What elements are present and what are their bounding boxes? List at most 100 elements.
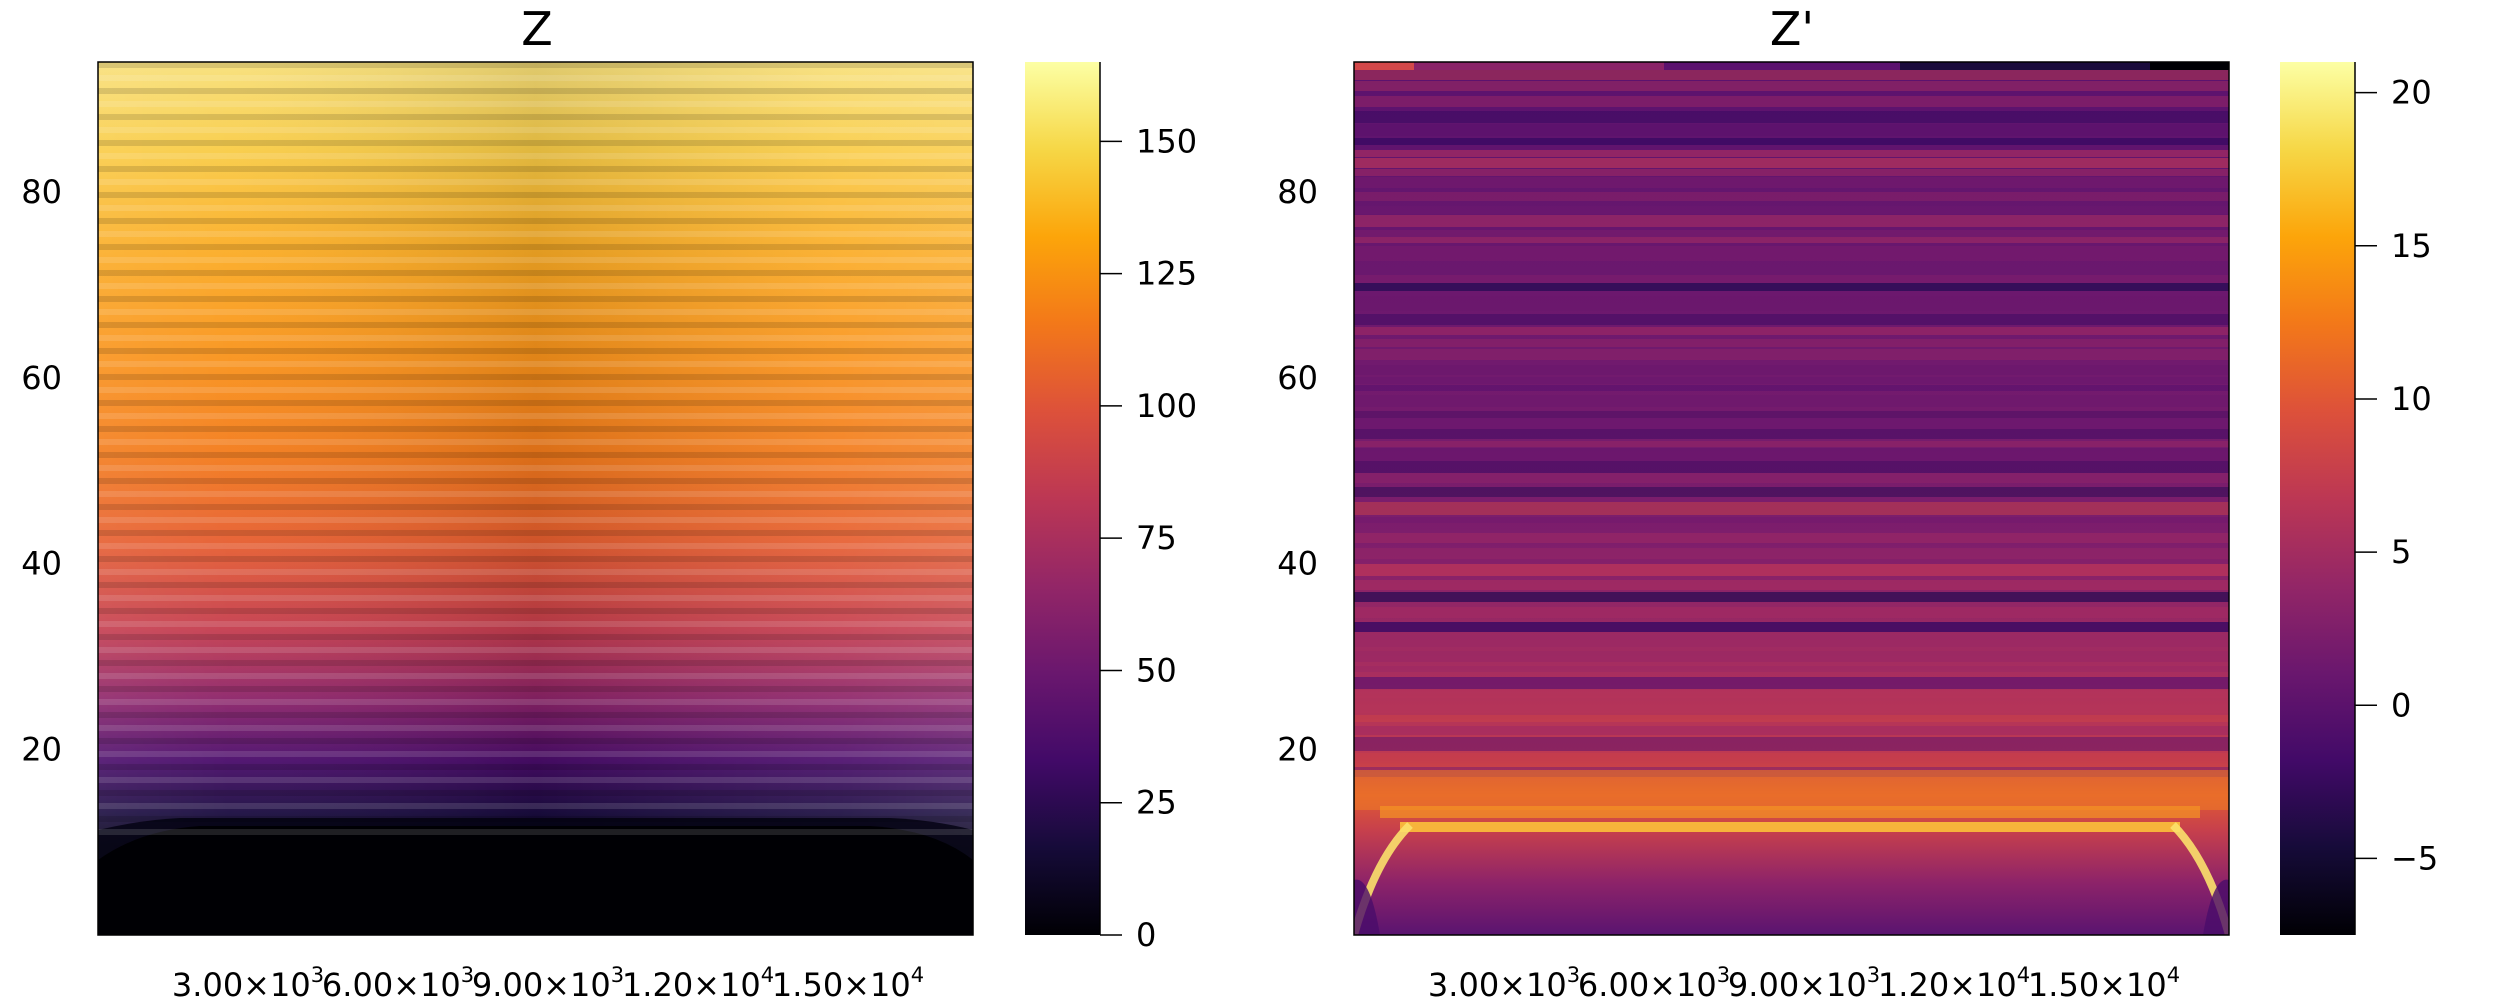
heatmap-row bbox=[1354, 715, 2229, 722]
heatmap-row bbox=[1354, 377, 2229, 384]
heatmap-row bbox=[1354, 677, 2229, 689]
chart-zprime-title: Z' bbox=[1770, 2, 1814, 56]
heatmap-row bbox=[98, 335, 973, 341]
chart-zprime-xtick-label: 9.00×103 bbox=[1728, 963, 1880, 1000]
heatmap-row bbox=[1354, 726, 2229, 735]
heatmap-row bbox=[1354, 385, 2229, 391]
heatmap-row bbox=[98, 140, 973, 146]
colorbar-tick-label: 10 bbox=[2391, 380, 2432, 418]
heatmap-row bbox=[1354, 441, 2229, 447]
chart-z-xtick-label: 6.00×103 bbox=[322, 963, 474, 1000]
heatmap-row bbox=[98, 413, 973, 419]
heatmap-row bbox=[98, 504, 973, 510]
chart-zprime-ytick-label: 80 bbox=[1277, 173, 1318, 211]
heatmap-row bbox=[98, 621, 973, 627]
colorbar-tick-label: 20 bbox=[2391, 74, 2432, 112]
heatmap-row bbox=[1354, 651, 2229, 662]
heatmap-row bbox=[1354, 283, 2229, 291]
heatmap-row bbox=[98, 244, 973, 250]
chart-z-xtick-label: 3.00×103 bbox=[172, 963, 324, 1000]
chart-zprime-colorbar-gradient bbox=[2280, 62, 2355, 935]
chart-z-colorbar-gradient bbox=[1025, 62, 1100, 935]
colorbar-tick-label: 5 bbox=[2391, 533, 2411, 571]
heatmap-row bbox=[1354, 215, 2229, 227]
colorbar-tick-label: 100 bbox=[1136, 387, 1197, 425]
heatmap-row bbox=[1354, 523, 2229, 530]
heatmap-row bbox=[98, 439, 973, 445]
heatmap-row bbox=[98, 257, 973, 263]
heatmap-row bbox=[1354, 327, 2229, 335]
heatmap-row bbox=[98, 231, 973, 237]
heatmap-row bbox=[1354, 169, 2229, 176]
heatmap-row bbox=[1354, 296, 2229, 311]
heatmap-row bbox=[1354, 96, 2229, 107]
heatmap-row bbox=[1354, 246, 2229, 261]
heatmap-row bbox=[98, 777, 973, 783]
heatmap-row bbox=[1354, 263, 2229, 273]
heatmap-row bbox=[98, 478, 973, 484]
heatmap-row bbox=[1354, 411, 2229, 418]
heatmap-row bbox=[1354, 339, 2229, 347]
heatmap-row bbox=[98, 218, 973, 224]
chart-z-ytick-label: 80 bbox=[21, 173, 62, 211]
heatmap-row bbox=[98, 556, 973, 562]
heatmap-row bbox=[98, 374, 973, 380]
heatmap-row bbox=[98, 790, 973, 796]
heatmap-row bbox=[98, 62, 973, 68]
heatmap-row bbox=[1354, 192, 2229, 201]
heatmap-row bbox=[1354, 314, 2229, 325]
heatmap-row bbox=[1354, 429, 2229, 439]
heatmap-row bbox=[98, 452, 973, 458]
heatmap-row bbox=[98, 569, 973, 575]
heatmap-row bbox=[98, 205, 973, 211]
chart-zprime-xtick-label: 1.20×104 bbox=[1878, 963, 2030, 1000]
heatmap-row bbox=[1354, 548, 2229, 559]
chart-z-xtick-label: 1.50×104 bbox=[772, 963, 924, 1000]
heatmap-row bbox=[1354, 365, 2229, 375]
heatmap-row bbox=[98, 686, 973, 692]
heatmap-row bbox=[98, 88, 973, 94]
heatmap-row bbox=[1354, 607, 2229, 618]
colorbar-tick-label: 0 bbox=[1136, 916, 1156, 954]
chart-z-colorbar: 0 25 50 75 100 125 150 bbox=[1025, 62, 1197, 954]
chart-zprime-ytick-label: 40 bbox=[1277, 545, 1318, 583]
chart-z-title: Z bbox=[521, 2, 553, 56]
heatmap-row bbox=[98, 166, 973, 172]
heatmap-row bbox=[1354, 461, 2229, 473]
heatmap-row bbox=[98, 270, 973, 276]
heatmap-row bbox=[1354, 111, 2229, 123]
chart-z: Z 20 40 60 80 3.00×103 6.00×103 9.00×103… bbox=[21, 2, 1197, 1000]
heatmap-row bbox=[98, 101, 973, 107]
chart-zprime-striations bbox=[1354, 70, 2229, 777]
heatmap-row bbox=[1354, 349, 2229, 360]
heatmap-row bbox=[1354, 564, 2229, 576]
heatmap-row bbox=[98, 127, 973, 133]
heatmap-row bbox=[1354, 473, 2229, 483]
heatmap-row bbox=[98, 647, 973, 653]
heatmap-row bbox=[98, 75, 973, 81]
chart-zprime-xaxis: 3.00×103 6.00×103 9.00×103 1.20×104 1.50… bbox=[1428, 963, 2180, 1000]
heatmap-row bbox=[98, 309, 973, 315]
heatmap-row bbox=[1354, 580, 2229, 590]
chart-z-frame bbox=[97, 61, 974, 936]
heatmap-row bbox=[98, 725, 973, 731]
heatmap-row bbox=[98, 426, 973, 432]
heatmap-row bbox=[1354, 690, 2229, 698]
colorbar-tick-label: 125 bbox=[1136, 255, 1197, 293]
heatmap-row bbox=[98, 751, 973, 757]
heatmap-row bbox=[1354, 487, 2229, 497]
chart-z-yaxis: 20 40 60 80 bbox=[21, 173, 62, 768]
heatmap-row bbox=[1354, 502, 2229, 515]
chart-zprime-heatmap bbox=[1354, 62, 2229, 935]
chart-z-ytick-label: 60 bbox=[21, 359, 62, 397]
heatmap-row bbox=[98, 400, 973, 406]
colorbar-tick-label: 0 bbox=[2391, 686, 2411, 724]
chart-z-ytick-label: 20 bbox=[21, 730, 62, 768]
heatmap-row bbox=[98, 465, 973, 471]
chart-zprime: Z' 20 40 60 80 3.00×10 bbox=[1277, 2, 2438, 1000]
heatmap-row bbox=[1354, 592, 2229, 602]
heatmap-row bbox=[1354, 517, 2229, 523]
heatmap-row bbox=[98, 712, 973, 718]
heatmap-row bbox=[1354, 81, 2229, 91]
